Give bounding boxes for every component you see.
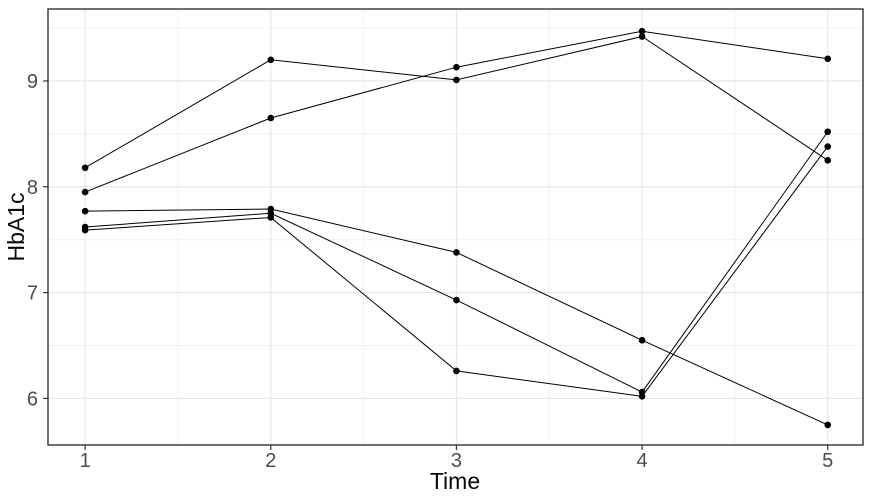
x-tick-label: 5	[822, 450, 833, 472]
data-point-subject-5	[81, 226, 89, 234]
data-point-subject-3	[824, 421, 832, 429]
data-point-subject-2	[81, 188, 89, 196]
data-point-subject-1	[638, 33, 646, 40]
data-point-subject-5	[267, 214, 275, 221]
data-point-subject-2	[267, 114, 275, 122]
x-tick-label: 3	[451, 450, 462, 472]
data-point-subject-3	[453, 249, 460, 256]
axis-tick-marks	[43, 80, 829, 450]
y-tick-label: 7	[27, 283, 38, 305]
data-point-subject-1	[267, 56, 275, 64]
data-point-subject-1	[824, 157, 832, 164]
x-axis-title: Time	[430, 468, 480, 494]
series-points	[81, 27, 832, 429]
x-tick-label: 2	[265, 450, 276, 472]
grid-minor-lines	[48, 9, 863, 445]
y-axis-title: HbA1c	[3, 192, 29, 261]
data-point-subject-4	[453, 296, 460, 304]
y-tick-label: 6	[27, 388, 38, 410]
data-point-subject-2	[453, 63, 460, 71]
data-point-subject-5	[824, 143, 832, 150]
data-point-subject-2	[638, 27, 646, 35]
data-point-subject-3	[81, 207, 89, 215]
data-point-subject-5	[638, 393, 646, 400]
x-tick-label: 4	[637, 450, 648, 472]
data-point-subject-1	[453, 76, 460, 84]
axis-tick-labels: 1 2 3 4 5 6 7 8 9	[27, 71, 833, 472]
y-tick-label: 9	[27, 71, 38, 93]
grid-major-lines	[48, 9, 863, 445]
data-point-subject-1	[81, 164, 89, 172]
data-point-subject-5	[453, 367, 460, 375]
panel-border	[47, 8, 864, 446]
data-point-subject-3	[638, 336, 646, 344]
data-point-subject-4	[824, 128, 832, 136]
x-tick-label: 1	[80, 450, 91, 472]
data-point-subject-2	[824, 55, 832, 63]
y-tick-label: 8	[27, 177, 38, 199]
